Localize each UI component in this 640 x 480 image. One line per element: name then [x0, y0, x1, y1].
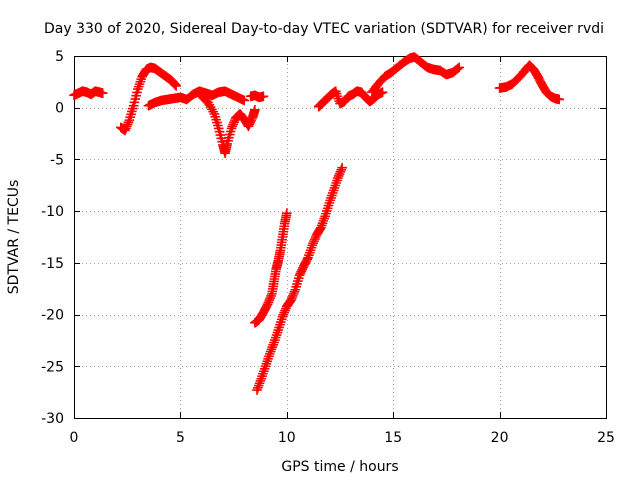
series-arc-4 [196, 91, 260, 159]
plot-frame [74, 56, 607, 419]
y-tick-label: -25 [41, 359, 64, 375]
data-point [261, 301, 272, 311]
y-tick-label: -5 [50, 152, 64, 168]
data-point [302, 254, 313, 265]
data-point [298, 263, 308, 273]
data-point [258, 91, 269, 102]
data-point [337, 162, 347, 173]
series-arc-2 [116, 62, 181, 136]
data-point [244, 119, 255, 130]
x-tick-label: 15 [384, 430, 402, 446]
y-tick-label: 5 [55, 49, 64, 65]
data-point [315, 224, 325, 234]
y-tick-label: -20 [41, 308, 64, 324]
data-point [294, 270, 305, 281]
data-point [454, 62, 464, 73]
series-arc-8 [313, 86, 388, 112]
y-tick-label: -15 [41, 256, 64, 272]
data-point [246, 115, 256, 126]
data-point [377, 87, 388, 97]
chart-title: Day 330 of 2020, Sidereal Day-to-day VTE… [44, 21, 604, 37]
data-point [239, 95, 250, 106]
series-arc-1 [69, 86, 108, 101]
series-arc-7 [252, 162, 347, 395]
y-tick-label: -30 [41, 411, 64, 427]
x-tick-label: 0 [70, 430, 79, 446]
y-axis-label: SDTVAR / TECUs [6, 180, 22, 295]
series-arc-6 [250, 208, 292, 328]
series-arc-10 [494, 60, 564, 105]
data-point [296, 266, 307, 277]
axis-ticks [74, 56, 607, 419]
data-point [171, 81, 181, 91]
x-tick-label: 25 [597, 430, 615, 446]
data-point [97, 88, 108, 99]
data-point [282, 208, 292, 219]
y-tick-label: -10 [41, 204, 64, 220]
x-tick-label: 20 [491, 430, 509, 446]
data-point [295, 268, 306, 279]
x-tick-label: 5 [176, 430, 185, 446]
data-points [69, 52, 564, 395]
data-point [453, 63, 463, 74]
data-point [554, 94, 564, 105]
series-arc-5 [245, 90, 269, 103]
y-tick-label: 0 [55, 101, 64, 117]
tick-labels: 0 5 10 15 20 25 5 0 -5 -10 -15 -20 -25 -30 [41, 49, 615, 446]
grid-lines [74, 56, 606, 418]
data-point [245, 117, 255, 128]
data-point [250, 104, 260, 115]
data-point [170, 80, 181, 90]
x-tick-label: 10 [278, 430, 296, 446]
data-point [297, 264, 307, 275]
series-arc-3 [143, 86, 250, 111]
series-arc-9 [367, 52, 464, 97]
data-point [243, 121, 254, 132]
x-axis-label: GPS time / hours [281, 459, 398, 475]
